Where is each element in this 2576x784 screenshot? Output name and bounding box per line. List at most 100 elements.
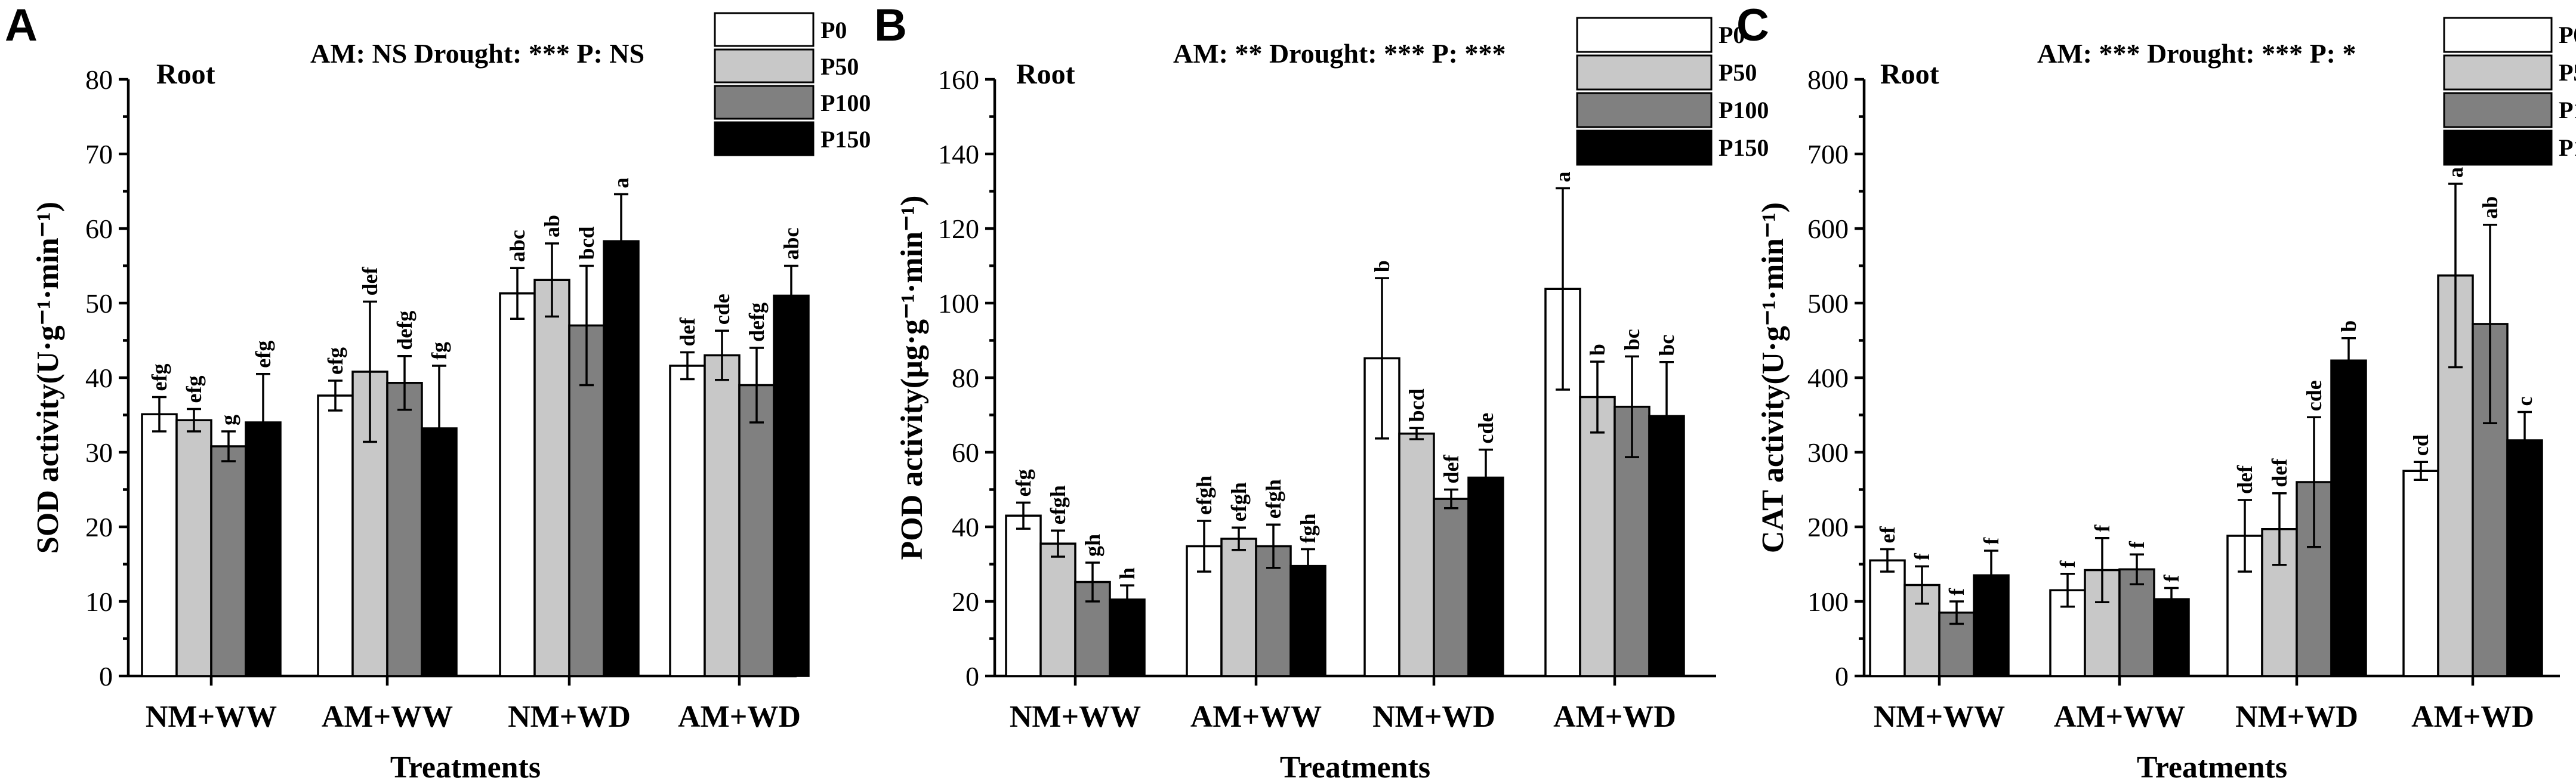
- y-axis-title: CAT activity(U·g⁻¹·min⁻¹): [1756, 202, 1790, 553]
- significance-label: a: [1551, 172, 1575, 183]
- bar-P0-NM+WW: [141, 413, 178, 677]
- significance-label: c: [2513, 397, 2537, 406]
- x-tick-label: NM+WD: [508, 700, 631, 734]
- significance-label: efg: [182, 376, 206, 403]
- y-tick-label: 400: [1807, 363, 1849, 393]
- significance-label: efg: [147, 364, 171, 391]
- x-tick-label: AM+WW: [322, 700, 453, 734]
- bar-P100-NM+WW: [210, 445, 247, 677]
- y-tick-label: 200: [1807, 512, 1849, 542]
- legend-swatch-P0: [2443, 17, 2553, 53]
- y-tick-label: 60: [952, 437, 979, 468]
- legend-label: P100: [820, 89, 871, 116]
- y-tick-label: 50: [85, 288, 113, 319]
- legend-swatch-P100: [1576, 92, 1713, 128]
- significance-label: efgh: [1192, 476, 1216, 515]
- y-tick-label: 160: [938, 64, 979, 95]
- y-tick-label: 0: [965, 661, 979, 692]
- x-tick-label: AM+WD: [2411, 700, 2534, 734]
- bar-P0-AM+WW: [317, 394, 354, 677]
- bar-P150-NM+WD: [2330, 359, 2367, 677]
- legend-label: P50: [820, 53, 859, 80]
- bar-P100-AM+WW: [2118, 568, 2155, 677]
- significance-label: def: [1439, 455, 1463, 484]
- panel-letter: A: [5, 0, 38, 51]
- bar-P0-NM+WW: [1005, 514, 1042, 677]
- y-tick-label: 80: [85, 64, 113, 95]
- bar-P0-NM+WW: [1869, 559, 1906, 677]
- y-tick-label: 10: [85, 587, 113, 617]
- significance-label: a: [2444, 167, 2467, 178]
- stats-annotation: AM: NS Drought: *** P: NS: [310, 38, 644, 69]
- significance-label: defg: [393, 311, 417, 350]
- y-tick-label: 300: [1807, 437, 1849, 468]
- legend-swatch-P150: [1576, 129, 1713, 166]
- significance-label: efgh: [1261, 479, 1285, 518]
- y-tick-label: 100: [938, 288, 979, 319]
- significance-label: defg: [745, 303, 769, 342]
- significance-label: def: [2268, 458, 2291, 487]
- x-axis-title: Treatments: [390, 751, 541, 784]
- bar-P100-AM+WD: [738, 384, 775, 677]
- significance-label: f: [1945, 588, 1969, 595]
- significance-label: gh: [1081, 534, 1105, 557]
- significance-label: ab: [2478, 196, 2502, 219]
- y-tick-label: 20: [85, 512, 113, 542]
- legend-swatch-P50: [2443, 54, 2553, 91]
- significance-label: def: [2233, 465, 2257, 494]
- significance-label: efg: [1011, 469, 1035, 496]
- x-tick-label: AM+WW: [1190, 700, 1322, 734]
- y-tick-label: 40: [952, 512, 979, 542]
- significance-label: bc: [1620, 329, 1644, 350]
- significance-label: cde: [2302, 380, 2326, 411]
- legend-swatch-P100: [714, 85, 815, 120]
- legend-swatch-P150: [2443, 129, 2553, 166]
- significance-label: efg: [323, 347, 347, 375]
- y-axis-title: POD activity(μg·g⁻¹·min⁻¹): [895, 196, 929, 560]
- bar-P50-NM+WD: [1398, 433, 1435, 677]
- x-tick-label: AM+WD: [1553, 700, 1676, 734]
- bar-P50-AM+WW: [1220, 538, 1257, 677]
- panel-letter: C: [1736, 0, 1769, 51]
- bar-P150-AM+WD: [773, 294, 810, 677]
- panel-subtitle: Root: [156, 58, 215, 90]
- significance-label: def: [358, 267, 382, 296]
- x-tick-label: NM+WD: [1372, 700, 1495, 734]
- x-axis-title: Treatments: [2137, 751, 2287, 784]
- significance-label: b: [1585, 344, 1609, 356]
- significance-label: f: [2125, 541, 2149, 548]
- y-tick-label: 500: [1807, 288, 1849, 319]
- chart-panel-B: B 0 20 40 60 80 100 120 140 160 POD activity(μg·g⁻…: [874, 0, 1769, 784]
- y-tick-label: 120: [938, 214, 979, 244]
- significance-label: f: [2159, 575, 2183, 582]
- bar-P50-NM+WW: [1039, 542, 1076, 677]
- significance-label: abc: [505, 230, 529, 262]
- significance-label: ef: [1875, 526, 1899, 544]
- y-tick-label: 700: [1807, 139, 1849, 169]
- legend-swatch-P150: [714, 121, 815, 156]
- bar-P150-AM+WD: [2506, 439, 2543, 677]
- x-tick-label: NM+WW: [146, 700, 277, 734]
- significance-label: fgh: [1296, 513, 1320, 543]
- significance-label: efg: [251, 341, 275, 368]
- y-tick-label: 600: [1807, 214, 1849, 244]
- x-tick-label: AM+WD: [678, 700, 801, 734]
- legend-swatch-P0: [1576, 17, 1713, 53]
- x-tick-label: NM+WW: [1010, 700, 1141, 734]
- significance-label: b: [1370, 260, 1394, 272]
- significance-label: f: [2056, 560, 2080, 568]
- bar-P150-AM+WW: [2153, 598, 2190, 677]
- bar-P50-NM+WW: [175, 419, 212, 677]
- significance-label: h: [1115, 567, 1139, 579]
- legend-label: P0: [2559, 21, 2576, 48]
- significance-label: cd: [2409, 434, 2433, 456]
- bar-P0-NM+WD: [499, 292, 536, 677]
- panel-subtitle: Root: [1016, 58, 1075, 90]
- x-tick-label: NM+WW: [1874, 700, 2005, 734]
- y-tick-label: 60: [85, 214, 113, 244]
- y-tick-label: 40: [85, 363, 113, 393]
- chart-panel-A: A 0 10 20 30 40 50 60 70 80 SOD activity(U·g⁻¹·min…: [5, 0, 871, 784]
- legend-label: P50: [2559, 59, 2576, 86]
- significance-label: f: [1979, 537, 2003, 545]
- legend-label: P150: [2559, 134, 2576, 161]
